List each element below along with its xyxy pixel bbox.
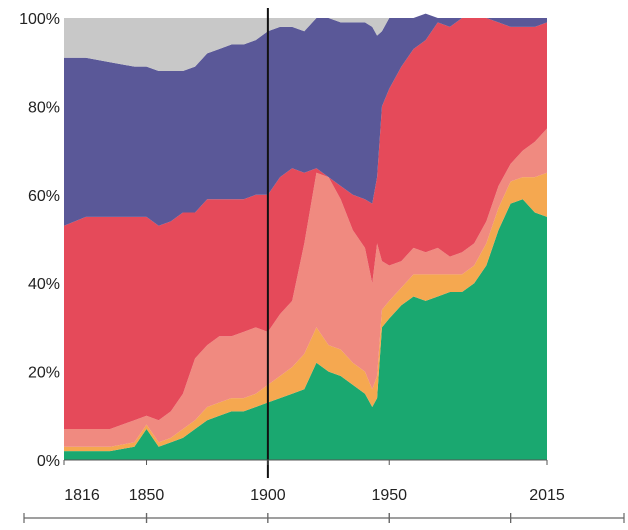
x-axis-ticks: 1816 1850 1900 1950 2015	[63, 460, 565, 504]
area-series-5	[64, 13, 547, 226]
x-tick-label: 1950	[371, 487, 407, 504]
area-series-3	[64, 128, 547, 447]
y-tick-label: 60%	[28, 188, 60, 205]
y-axis-ticks: 0% 20% 40% 60% 80% 100%	[19, 11, 60, 470]
area-series-4	[64, 18, 547, 430]
y-tick-label: 80%	[28, 99, 60, 116]
x-tick-label: 2015	[529, 487, 565, 504]
area-series-1	[64, 199, 547, 460]
x-tick-label: 1816	[64, 487, 100, 504]
y-tick-label: 100%	[19, 11, 60, 28]
y-tick-label: 20%	[28, 365, 60, 382]
period-bracket	[23, 513, 148, 523]
period-brackets	[23, 513, 625, 523]
area-layer	[64, 13, 547, 460]
area-series-6	[64, 13, 547, 72]
period-bracket	[267, 513, 390, 523]
period-bracket	[145, 513, 269, 523]
x-tick-label: 1900	[250, 487, 286, 504]
x-tick-label: 1850	[129, 487, 165, 504]
period-bracket	[509, 513, 625, 523]
y-tick-label: 40%	[28, 276, 60, 293]
period-bracket	[388, 513, 512, 523]
y-tick-label: 0%	[37, 453, 60, 470]
